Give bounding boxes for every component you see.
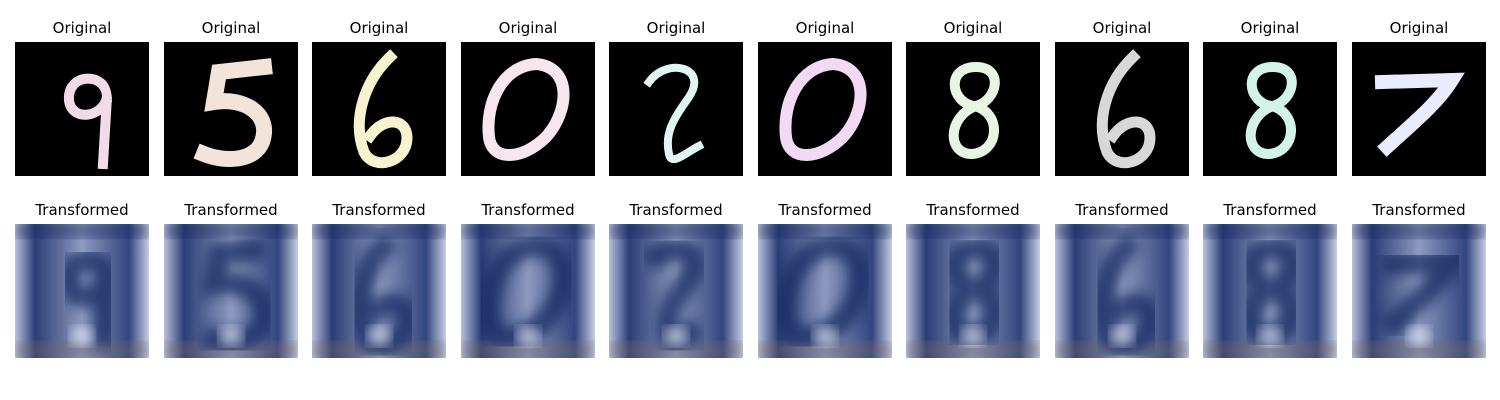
original-digit-image <box>758 42 892 176</box>
original-digit-image <box>15 42 149 176</box>
transformed-image <box>609 224 743 358</box>
transformed-image <box>312 224 446 358</box>
transformed-shape <box>774 234 872 348</box>
original-digit-image <box>906 42 1040 176</box>
transformed-title: Transformed <box>629 201 723 219</box>
transformed-title: Transformed <box>1223 201 1317 219</box>
original-digit-image <box>1055 42 1189 176</box>
digit-stroke <box>1096 49 1156 169</box>
transformed-title: Transformed <box>778 201 872 219</box>
digit-stroke <box>1374 72 1465 157</box>
original-digit-image <box>609 42 743 176</box>
original-title: Original <box>795 19 855 37</box>
highlight <box>664 326 688 346</box>
transformed-image <box>758 224 892 358</box>
original-title: Original <box>52 19 112 37</box>
transformed-title: Transformed <box>926 201 1020 219</box>
original-title: Original <box>943 19 1003 37</box>
highlight <box>70 326 94 346</box>
highlight <box>1110 326 1134 346</box>
transformed-image <box>164 224 298 358</box>
transformed-image <box>461 224 595 358</box>
highlight <box>1407 326 1431 346</box>
original-title: Original <box>201 19 261 37</box>
original-digit-image <box>312 42 446 176</box>
transformed-shape <box>58 249 118 347</box>
transformed-image <box>1203 224 1337 358</box>
transformed-title: Transformed <box>184 201 278 219</box>
digit-stroke <box>1245 61 1297 160</box>
highlight <box>961 326 985 346</box>
digit-stroke <box>948 61 1000 160</box>
original-title: Original <box>349 19 409 37</box>
original-digit-image <box>1352 42 1486 176</box>
original-title: Original <box>1240 19 1300 37</box>
highlight <box>516 326 540 346</box>
transformed-title: Transformed <box>1075 201 1169 219</box>
digit-stroke <box>482 57 570 161</box>
transformed-title: Transformed <box>481 201 575 219</box>
digit-stroke <box>779 57 867 161</box>
transformed-title: Transformed <box>1372 201 1466 219</box>
original-title: Original <box>1092 19 1152 37</box>
original-title: Original <box>646 19 706 37</box>
original-digit-image <box>461 42 595 176</box>
transformed-title: Transformed <box>35 201 129 219</box>
original-digit-image <box>164 42 298 176</box>
original-title: Original <box>498 19 558 37</box>
highlight <box>1258 326 1282 346</box>
transformed-image <box>1055 224 1189 358</box>
highlight <box>367 326 391 346</box>
digit-stroke <box>643 63 705 164</box>
transformed-title: Transformed <box>332 201 426 219</box>
digit-stroke <box>353 49 413 169</box>
original-digit-image <box>1203 42 1337 176</box>
digit-stroke <box>64 73 113 170</box>
transformed-image <box>1352 224 1486 358</box>
transformed-image <box>906 224 1040 358</box>
digit-stroke <box>193 58 273 167</box>
transformed-image <box>15 224 149 358</box>
highlight <box>219 326 243 346</box>
transformed-shape <box>1379 250 1473 338</box>
transformed-shape <box>477 234 575 348</box>
original-title: Original <box>1389 19 1449 37</box>
highlight <box>813 326 837 346</box>
